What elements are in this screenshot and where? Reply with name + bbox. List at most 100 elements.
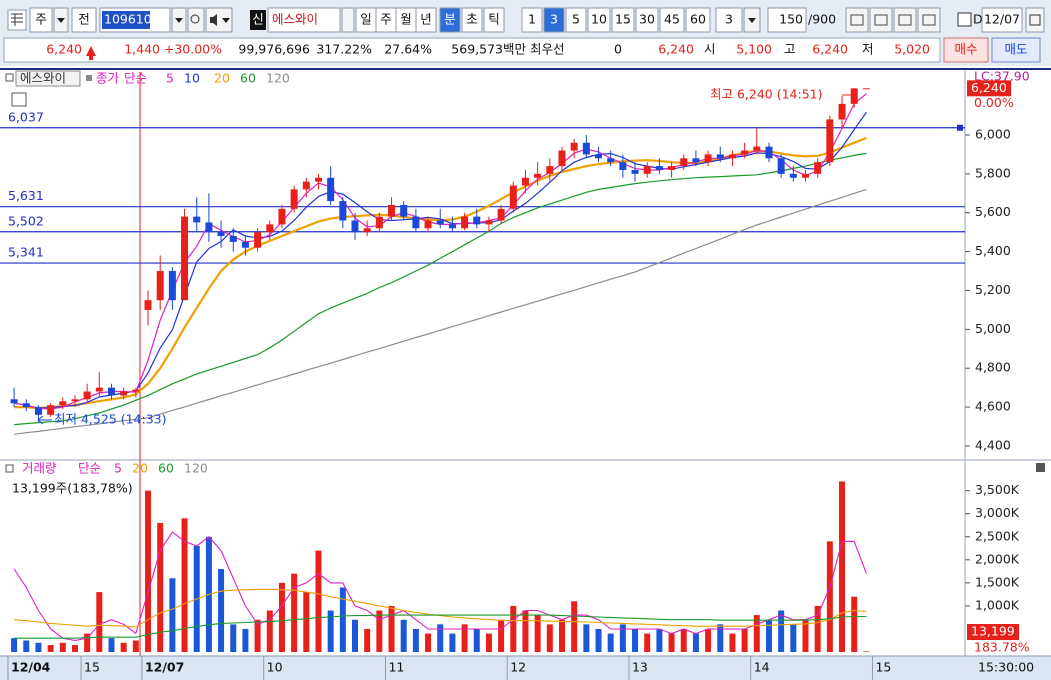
sell-button[interactable] [991, 37, 1041, 63]
legend-toggle[interactable] [11, 92, 27, 107]
candle-body [814, 162, 822, 174]
y-tick-label: 4,800 [975, 360, 1011, 375]
period-button[interactable] [483, 7, 505, 33]
volume-bar [400, 619, 407, 652]
quote-high-label: 고 [784, 42, 796, 57]
quote-turnover: 27.64% [384, 42, 432, 57]
count-input[interactable] [767, 7, 807, 33]
interval-text: 3 [550, 12, 558, 27]
candle-body [789, 173, 797, 178]
volume-bar [412, 628, 419, 652]
candle-body [59, 401, 67, 406]
y-tick-label: 3,500K [975, 482, 1020, 497]
volume-bar [607, 633, 614, 652]
date-input[interactable] [981, 7, 1023, 33]
volume-bar [242, 628, 249, 652]
interval-button[interactable] [635, 7, 659, 33]
candle-body [509, 185, 517, 209]
panel-menu-icon[interactable] [1036, 463, 1045, 472]
quote-field [3, 37, 941, 63]
volume-bar [826, 541, 833, 652]
buy-button[interactable] [943, 37, 989, 63]
candle-body [156, 271, 164, 301]
search-button[interactable] [187, 7, 205, 33]
interval-button[interactable] [587, 7, 611, 33]
volume-bar [96, 592, 103, 652]
candle-body [862, 88, 870, 90]
tool-button[interactable] [869, 7, 893, 33]
candle-body [534, 173, 542, 178]
volume-bar [473, 628, 480, 652]
legend-entry: 20 [214, 71, 230, 86]
volume-bar [339, 587, 346, 652]
x-tick-label: 12 [510, 660, 526, 675]
interval-button[interactable] [611, 7, 635, 33]
candle-body [461, 216, 469, 229]
candle-body [144, 300, 152, 310]
volume-bar [729, 633, 736, 652]
unit-text: 3 [725, 12, 733, 27]
candle-body [546, 166, 554, 174]
period-button[interactable] [415, 7, 437, 33]
volume-bar [388, 605, 395, 652]
volume-bar [352, 619, 359, 652]
volume-bar [741, 628, 748, 652]
interval-text: 10 [591, 12, 607, 27]
volume-bar [84, 633, 91, 652]
candle-body [485, 220, 493, 225]
candle-body [448, 224, 456, 229]
calendar-button[interactable] [1025, 7, 1045, 33]
candle-body [278, 208, 286, 225]
volume-bar [571, 601, 578, 652]
unit-input[interactable] [715, 7, 743, 33]
interval-button[interactable] [521, 7, 543, 33]
market-select[interactable] [29, 7, 53, 33]
tool-button[interactable] [893, 7, 917, 33]
low-annotation: 최저 4,525 (14:33) [54, 412, 167, 427]
candle-body [327, 177, 335, 202]
candle-body [351, 220, 359, 233]
volume-bar [753, 615, 760, 652]
candle-body [132, 389, 140, 392]
mode-select[interactable] [71, 7, 97, 33]
search-icon [190, 14, 200, 24]
tool-button[interactable] [917, 7, 941, 33]
volume-bar [181, 518, 188, 652]
name-button[interactable] [341, 7, 355, 33]
candle-body [607, 158, 615, 163]
quote-high: 6,240 [812, 42, 848, 57]
interval-button[interactable] [565, 7, 587, 33]
volume-info: 13,199주(183,78%) [12, 481, 133, 496]
y-tick-label: 2,000K [975, 551, 1020, 566]
legend-entry: 60 [158, 461, 174, 476]
candle-body [631, 169, 639, 174]
period-button[interactable] [461, 7, 483, 33]
tool-button[interactable] [845, 7, 869, 33]
market-select-text: 주 [35, 12, 47, 27]
name-field[interactable] [267, 7, 341, 33]
period-button[interactable] [439, 7, 461, 33]
sell-text: 매도 [1004, 42, 1027, 57]
legend-ma-label: 종가 [96, 71, 120, 86]
dropdown-arrow [57, 18, 65, 23]
volume-bar [230, 624, 237, 652]
candle-body [558, 150, 566, 167]
d-checkbox[interactable] [957, 12, 972, 27]
candle-body [643, 166, 651, 174]
period-text: 주 [380, 12, 392, 27]
moving-average-line [14, 152, 867, 426]
interval-button[interactable] [685, 7, 711, 33]
candle-body [95, 387, 103, 392]
legend-ma-kind: 단순 [78, 461, 101, 476]
interval-button[interactable] [543, 7, 565, 33]
interval-button[interactable] [659, 7, 685, 33]
volume-bar [169, 578, 176, 652]
tool-icon [874, 14, 888, 26]
candle-body [582, 142, 590, 155]
y-tick-label: 1,000K [975, 597, 1020, 612]
volume-bar [266, 610, 273, 652]
x-tick-label: 10 [267, 660, 283, 675]
candle-body [22, 403, 30, 408]
y-tick-label: 1,500K [975, 574, 1020, 589]
